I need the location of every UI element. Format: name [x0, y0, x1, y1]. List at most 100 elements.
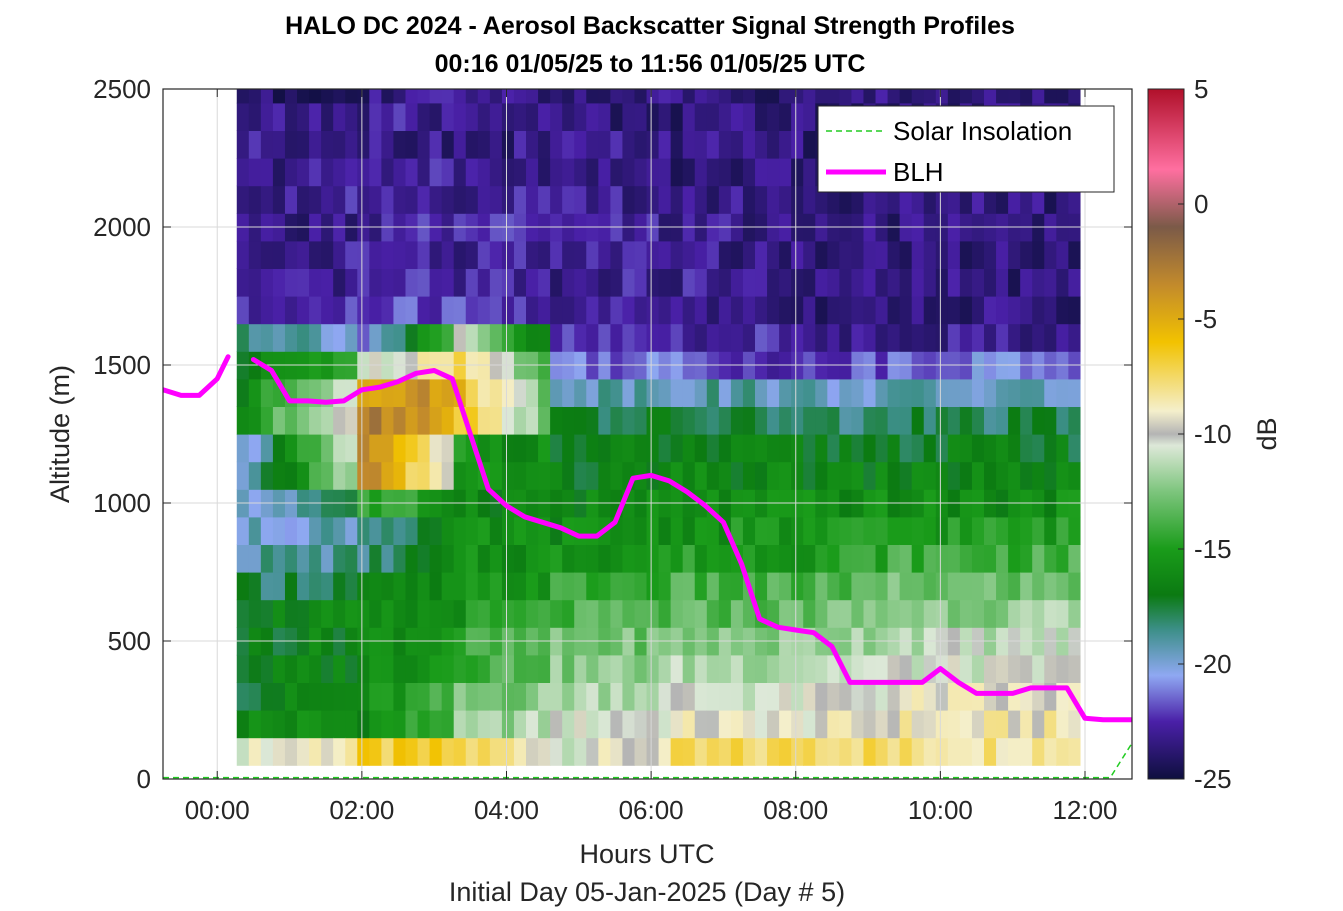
- heatmap-cell: [959, 654, 973, 683]
- heatmap-cell: [1032, 654, 1045, 683]
- heatmap-cell: [333, 323, 346, 352]
- heatmap-cell: [767, 572, 780, 601]
- heatmap-cell: [827, 240, 840, 269]
- heatmap-cell: [682, 544, 696, 573]
- heatmap-cell: [899, 599, 913, 628]
- heatmap-cell: [839, 461, 853, 490]
- heatmap-cell: [417, 89, 431, 104]
- heatmap-cell: [297, 158, 310, 187]
- heatmap-cell: [935, 682, 949, 711]
- heatmap-cell: [815, 323, 828, 352]
- heatmap-cell: [779, 516, 792, 545]
- heatmap-cell: [369, 185, 382, 214]
- heatmap-cell: [538, 682, 551, 711]
- heatmap-cell: [682, 268, 696, 297]
- heatmap-cell: [381, 710, 395, 739]
- heatmap-cell: [574, 461, 587, 490]
- heatmap-cell: [887, 323, 901, 352]
- heatmap-cell: [586, 516, 599, 545]
- heatmap-cell: [465, 185, 479, 214]
- heatmap-cell: [947, 544, 961, 573]
- heatmap-cell: [755, 406, 768, 435]
- heatmap-cell: [1056, 240, 1069, 269]
- heatmap-cell: [923, 737, 937, 766]
- heatmap-cell: [1044, 544, 1057, 573]
- heatmap-cell: [791, 268, 804, 297]
- heatmap-cell: [574, 710, 587, 739]
- heatmap-cell: [815, 710, 828, 739]
- heatmap-cell: [658, 572, 672, 601]
- heatmap-cell: [706, 296, 720, 325]
- heatmap-cell: [670, 544, 684, 573]
- heatmap-cell: [260, 434, 274, 463]
- heatmap-cell: [646, 599, 660, 628]
- heatmap-cell: [682, 461, 696, 490]
- heatmap-cell: [369, 130, 382, 159]
- heatmap-cell: [959, 544, 973, 573]
- heatmap-cell: [971, 682, 985, 711]
- heatmap-cell: [887, 682, 901, 711]
- heatmap-cell: [1068, 710, 1081, 739]
- heatmap-cell: [345, 240, 358, 269]
- heatmap-cell: [501, 737, 515, 766]
- heatmap-cell: [381, 240, 395, 269]
- heatmap-cell: [513, 102, 527, 131]
- heatmap-cell: [646, 737, 660, 766]
- heatmap-cell: [658, 544, 672, 573]
- heatmap-cell: [887, 461, 901, 490]
- heatmap-cell: [321, 682, 334, 711]
- heatmap-cell: [827, 654, 840, 683]
- heatmap-cell: [381, 323, 395, 352]
- heatmap-cell: [321, 654, 334, 683]
- heatmap-cell: [670, 268, 684, 297]
- heatmap-cell: [622, 158, 636, 187]
- heatmap-cell: [574, 185, 587, 214]
- heatmap-cell: [501, 296, 515, 325]
- heatmap-cell: [742, 406, 756, 435]
- heatmap-cell: [706, 268, 720, 297]
- heatmap-cell: [670, 406, 684, 435]
- heatmap-cell: [586, 544, 599, 573]
- heatmap-cell: [767, 378, 780, 407]
- colorbar-tick-label: -5: [1194, 304, 1217, 334]
- heatmap-cell: [730, 516, 744, 545]
- heatmap-cell: [272, 130, 286, 159]
- heatmap-cell: [453, 544, 467, 573]
- heatmap-cell: [610, 240, 624, 269]
- heatmap-cell: [538, 102, 551, 131]
- heatmap-cell: [911, 434, 925, 463]
- heatmap-cell: [803, 737, 816, 766]
- heatmap-cell: [670, 185, 684, 214]
- heatmap-cell: [706, 323, 720, 352]
- heatmap-cell: [718, 323, 732, 352]
- heatmap-cell: [923, 710, 937, 739]
- heatmap-cell: [694, 102, 708, 131]
- heatmap-cell: [803, 268, 816, 297]
- heatmap-cell: [272, 461, 286, 490]
- heatmap-cell: [550, 406, 563, 435]
- heatmap-cell: [947, 296, 961, 325]
- heatmap-cell: [682, 89, 696, 104]
- heatmap-cell: [381, 516, 395, 545]
- heatmap-cell: [345, 654, 358, 683]
- heatmap-cell: [598, 130, 611, 159]
- heatmap-cell: [236, 516, 250, 545]
- heatmap-cell: [465, 89, 479, 104]
- heatmap-cell: [453, 599, 467, 628]
- heatmap-cell: [996, 434, 1009, 463]
- heatmap-cell: [863, 461, 877, 490]
- heatmap-cell: [658, 185, 672, 214]
- heatmap-cell: [562, 599, 575, 628]
- heatmap-cell: [297, 682, 310, 711]
- heatmap-cell: [562, 185, 575, 214]
- heatmap-cell: [405, 654, 419, 683]
- heatmap-cell: [984, 89, 997, 104]
- heatmap-cell: [562, 296, 575, 325]
- heatmap-cell: [779, 130, 792, 159]
- heatmap-cell: [730, 158, 744, 187]
- heatmap-cell: [706, 544, 720, 573]
- heatmap-cell: [959, 296, 973, 325]
- heatmap-cell: [598, 572, 611, 601]
- heatmap-cell: [984, 737, 997, 766]
- heatmap-cell: [260, 544, 274, 573]
